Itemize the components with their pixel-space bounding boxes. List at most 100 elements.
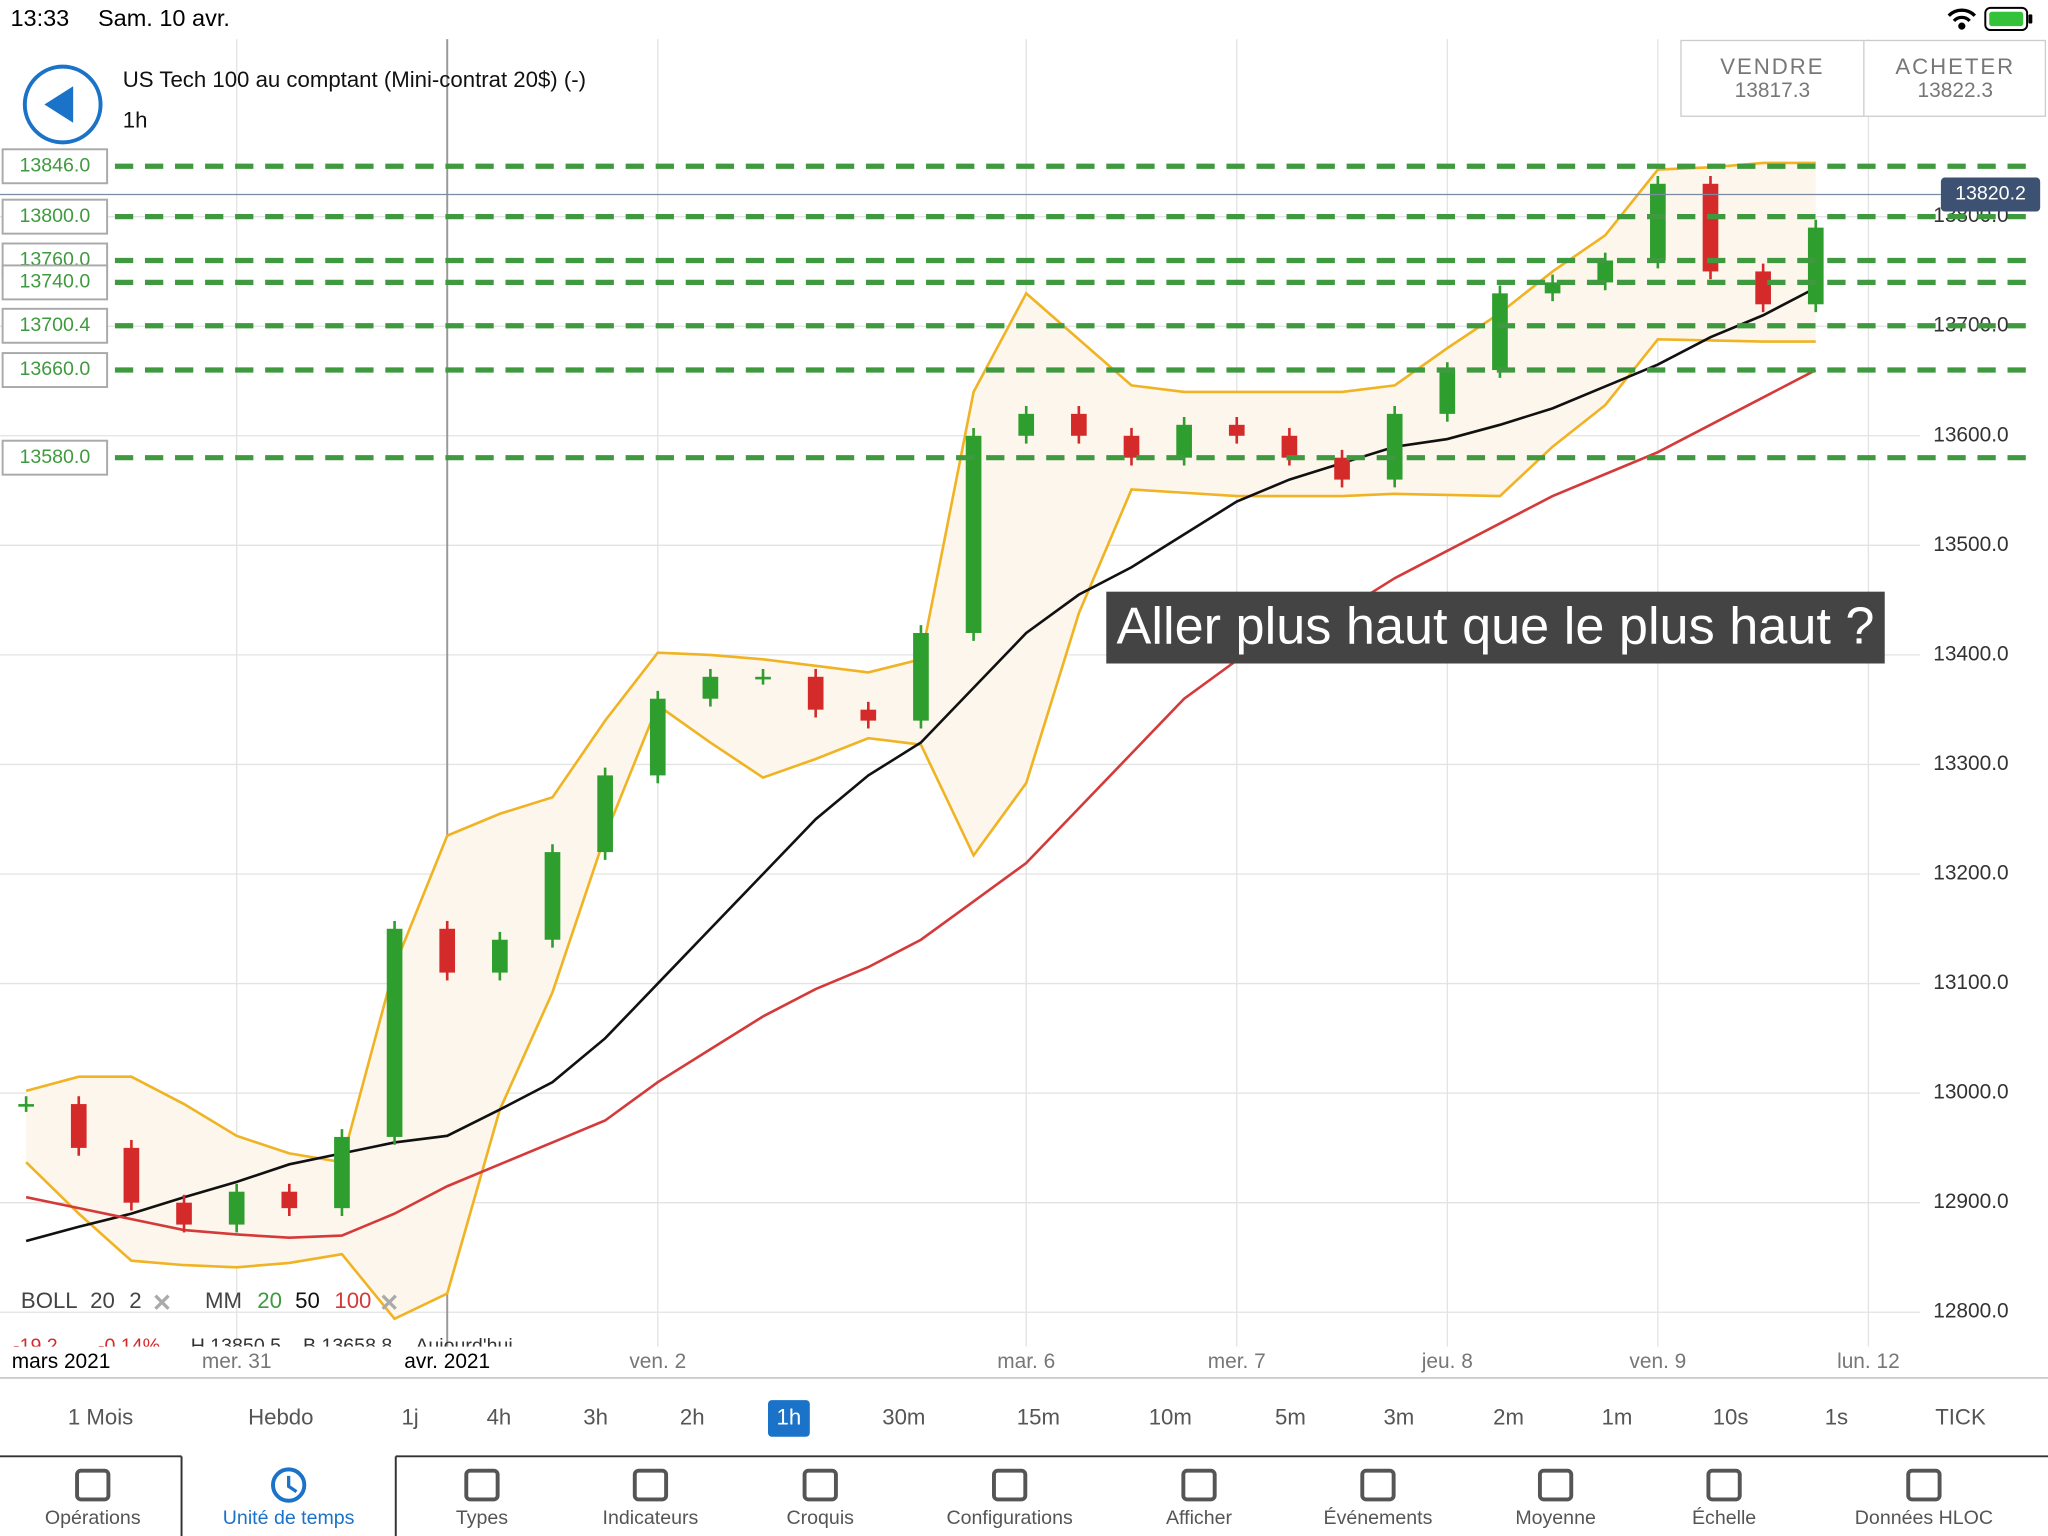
- timeframe[interactable]: 5m: [1275, 1404, 1306, 1429]
- x-tick-label: jeu. 8: [1421, 1350, 1473, 1373]
- legend-close[interactable]: [154, 1294, 170, 1310]
- level-box: [1, 439, 109, 476]
- buy-label[interactable]: ACHETER: [1895, 54, 2015, 79]
- x-tick-label: mer. 7: [1208, 1350, 1266, 1373]
- y-tick-label: 13300.0: [1933, 752, 2008, 775]
- toolbar-label[interactable]: Données HLOC: [1855, 1507, 1993, 1529]
- x-tick-label: mer. 31: [202, 1350, 272, 1373]
- toolbar-icon[interactable]: [632, 1468, 669, 1502]
- timeframe[interactable]: 1h: [777, 1404, 802, 1429]
- annotation-box: [1106, 591, 1885, 664]
- toolbar-label[interactable]: Configurations: [947, 1507, 1073, 1529]
- date-band: [0, 1346, 2048, 1378]
- timeframe[interactable]: 30m: [882, 1404, 925, 1429]
- timeframe[interactable]: 3h: [583, 1404, 608, 1429]
- legend-boll[interactable]: 2: [129, 1288, 141, 1313]
- timeframe[interactable]: 10m: [1149, 1404, 1192, 1429]
- timeframe[interactable]: 1m: [1602, 1404, 1633, 1429]
- sell-label[interactable]: VENDRE: [1720, 54, 1824, 79]
- toolbar-icon[interactable]: [1181, 1468, 1217, 1502]
- instrument-title: US Tech 100 au comptant (Mini-contrat 20…: [123, 67, 586, 92]
- toolbar-label[interactable]: Opérations: [45, 1507, 141, 1529]
- timeframe[interactable]: Hebdo: [248, 1404, 313, 1429]
- level-box: [1, 148, 109, 185]
- timeframe[interactable]: 15m: [1017, 1404, 1060, 1429]
- toolbar-icon[interactable]: [75, 1468, 111, 1502]
- timeframe-selected[interactable]: [768, 1400, 810, 1437]
- timeframe[interactable]: 1 Mois: [68, 1404, 133, 1429]
- toolbar-icon[interactable]: [1706, 1468, 1742, 1502]
- toolbar-label[interactable]: Afficher: [1166, 1507, 1232, 1529]
- toolbar-label[interactable]: Événements: [1324, 1506, 1433, 1529]
- toolbar-label[interactable]: Croquis: [787, 1507, 855, 1529]
- overlay-line: [25, 338, 1816, 1321]
- quote-box: [1680, 39, 2047, 117]
- x-tick-label: mar. 6: [997, 1350, 1055, 1373]
- toolbar-icon[interactable]: [992, 1468, 1028, 1502]
- back-button[interactable]: [22, 64, 103, 145]
- toolbar-icon[interactable]: [1537, 1468, 1574, 1502]
- x-tick-label: mars 2021: [12, 1350, 111, 1373]
- level-label[interactable]: 13580.0: [19, 446, 90, 468]
- level-label[interactable]: 13846.0: [19, 154, 90, 176]
- sell-button[interactable]: VENDRE 13817.3: [1720, 54, 1824, 102]
- timeframe[interactable]: 10s: [1713, 1404, 1749, 1429]
- annotation[interactable]: Aller plus haut que le plus haut ?: [1117, 597, 1875, 655]
- toolbar-icon[interactable]: [271, 1467, 307, 1503]
- status-date: Sam. 10 avr.: [98, 5, 230, 31]
- level-label[interactable]: 13700.4: [19, 314, 90, 336]
- legend-close[interactable]: [381, 1294, 397, 1310]
- buy-button[interactable]: ACHETER 13822.3: [1895, 54, 2015, 102]
- level-box: [1, 352, 109, 389]
- toolbar-label[interactable]: Types: [456, 1507, 508, 1529]
- timeframe[interactable]: TICK: [1935, 1404, 1986, 1429]
- y-tick-label: 13400.0: [1933, 642, 2008, 665]
- legend-mm[interactable]: MM: [205, 1288, 242, 1313]
- y-tick-label: 12900.0: [1933, 1190, 2008, 1213]
- legend-mm[interactable]: 20: [257, 1288, 282, 1313]
- legend-mm[interactable]: 100: [334, 1288, 371, 1313]
- level-label[interactable]: 13740.0: [19, 271, 90, 293]
- level-label[interactable]: 13800.0: [19, 205, 90, 227]
- level-box: [1, 198, 109, 235]
- status-time: 13:33: [10, 5, 69, 31]
- timeframe[interactable]: 2m: [1493, 1404, 1524, 1429]
- x-tick-label: avr. 2021: [404, 1350, 490, 1373]
- y-tick-label: 13500.0: [1933, 533, 2008, 556]
- y-tick-label: 13600.0: [1933, 423, 2008, 446]
- toolbar-label[interactable]: Unité de temps: [223, 1507, 355, 1529]
- chart: 12800.0 12900.0 13000.0 13100.0 13200.0 13300…: [0, 39, 2048, 1379]
- toolbar-icon[interactable]: [1360, 1468, 1396, 1502]
- timeframe[interactable]: 3m: [1383, 1404, 1414, 1429]
- toolbar-label[interactable]: Échelle: [1692, 1506, 1756, 1529]
- timeframe[interactable]: 1j: [401, 1404, 418, 1429]
- legend-boll[interactable]: 20: [90, 1288, 115, 1313]
- last-price-box: [1940, 177, 2041, 212]
- interval: 1h: [123, 107, 148, 132]
- toolbar-icon[interactable]: [1906, 1468, 1942, 1502]
- toolbar-label[interactable]: Moyenne: [1515, 1507, 1596, 1529]
- level-box: [1, 264, 109, 301]
- timeframe[interactable]: 4h: [487, 1404, 512, 1429]
- toolbar-icon[interactable]: [464, 1468, 500, 1502]
- timeframe[interactable]: 2h: [680, 1404, 705, 1429]
- toolbar-icon[interactable]: [802, 1468, 838, 1502]
- overlay-line: [25, 368, 1817, 1240]
- bottom-bars: 1 Mois Hebdo 1j 4h 3h 2h 1h 30m 15m 10m 5m 3m 2m 1m 10…: [0, 1400, 2048, 1536]
- toolbar-label[interactable]: Indicateurs: [603, 1507, 699, 1529]
- y-tick-label: 13700.0: [1933, 314, 2008, 337]
- buy-price[interactable]: 13822.3: [1918, 79, 1993, 102]
- y-tick-label: 13000.0: [1933, 1081, 2008, 1104]
- timeframe[interactable]: 1s: [1825, 1404, 1848, 1429]
- tab-outline: [180, 1456, 397, 1536]
- legend-mm[interactable]: 50: [295, 1288, 320, 1313]
- y-tick-label: 13100.0: [1933, 971, 2008, 994]
- level-label[interactable]: 13660.0: [19, 358, 90, 380]
- sell-price[interactable]: 13817.3: [1735, 79, 1810, 102]
- toolbar-icon[interactable]: [287, 1475, 298, 1493]
- battery-icon: [1984, 6, 2033, 32]
- x-tick-label: ven. 9: [1629, 1350, 1686, 1373]
- legend-boll[interactable]: BOLL: [21, 1288, 78, 1313]
